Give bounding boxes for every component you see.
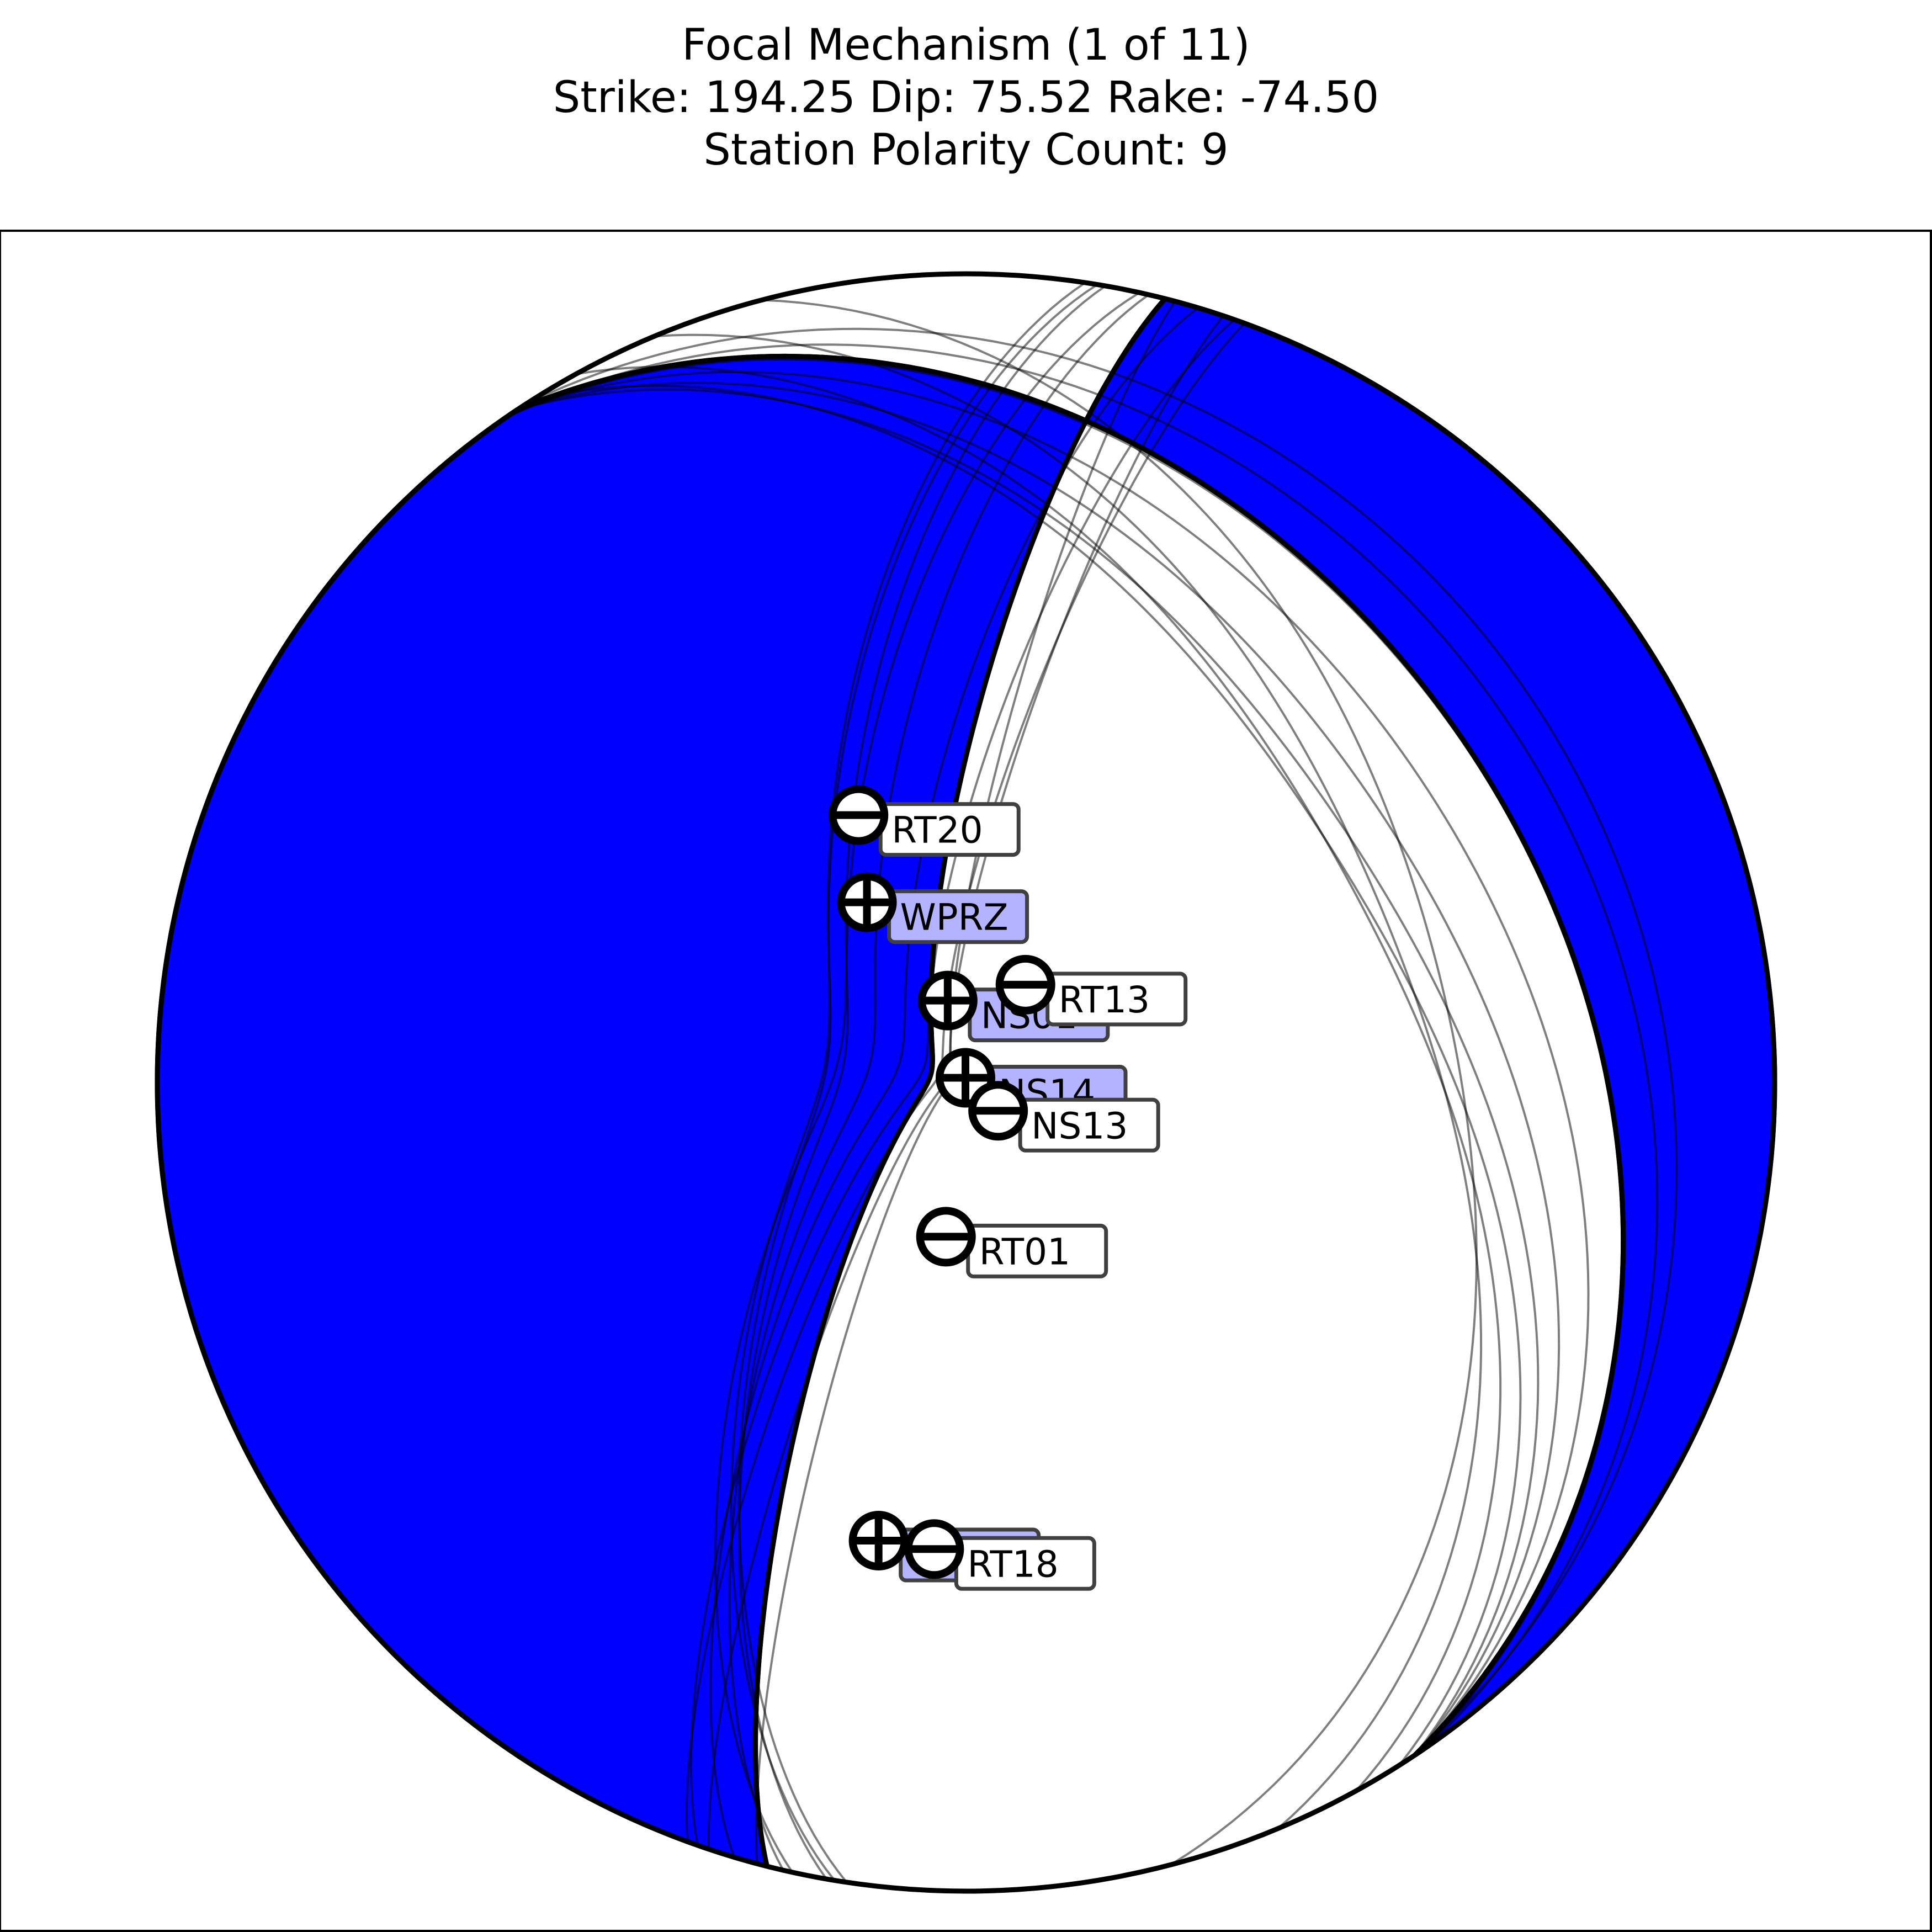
station-rt13: RT13 (995, 954, 1188, 1027)
station-rt18: RT18 (904, 1519, 1096, 1591)
alternate-plane (525, 327, 1678, 1762)
station-polarities: RT20WPRZNS01RT13NS14NS13RT01NS03RT18 (829, 785, 1188, 1591)
station-label: RT18 (967, 1543, 1058, 1585)
alternate-plane (737, 285, 1106, 1880)
nodal-plane-1 (753, 297, 1167, 1867)
title-line-2: Strike: 194.25 Dip: 75.52 Rake: -74.50 (553, 73, 1379, 123)
chart-title: Focal Mechanism (1 of 11) Strike: 194.25… (553, 20, 1379, 175)
alternate-plane (761, 299, 1478, 1866)
station-ns14: NS14 (936, 1048, 1128, 1120)
station-wprz: WPRZ (837, 872, 1029, 944)
station-rt20: RT20 (829, 785, 1021, 857)
alternate-plane (654, 333, 1483, 1830)
alternate-plane (514, 370, 1590, 1755)
alternate-plane (737, 282, 1086, 1883)
station-rt01: RT01 (916, 1207, 1108, 1278)
focal-sphere-outline (155, 271, 1777, 1894)
alternate-plane (576, 365, 1502, 1792)
alternate-plane (503, 343, 1659, 1747)
alternate-plane (714, 291, 1140, 1873)
station-label: RT20 (891, 809, 983, 852)
station-ns13: NS13 (968, 1081, 1160, 1153)
station-label: WPRZ (900, 896, 1009, 939)
nodal-plane-2 (516, 353, 1626, 1757)
station-label: NS13 (1031, 1105, 1128, 1147)
alternate-plane (730, 283, 1098, 1881)
alternate-plane (689, 319, 1235, 1846)
alternate-plane (709, 306, 1199, 1858)
title-line-3: Station Polarity Count: 9 (703, 125, 1228, 175)
alternate-plane (517, 388, 1540, 1756)
station-label: RT13 (1059, 979, 1150, 1021)
station-label: RT01 (979, 1230, 1070, 1273)
alternate-plane (728, 294, 1150, 1871)
title-line-1: Focal Mechanism (1 of 11) (682, 20, 1250, 70)
